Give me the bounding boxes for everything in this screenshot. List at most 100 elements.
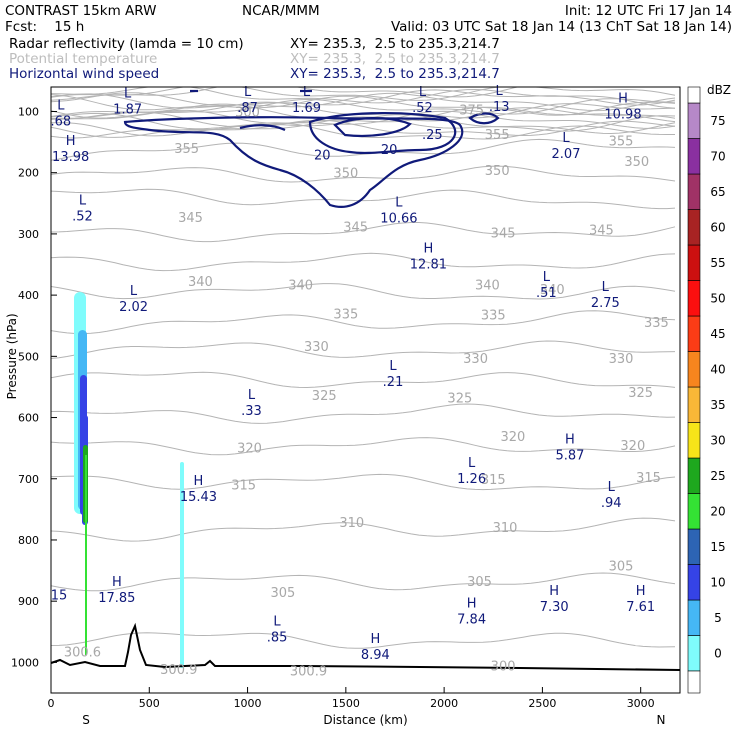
init-time: Init: 12 UTC Fri 17 Jan 14 (564, 3, 732, 19)
theta-label-18: 330 (304, 340, 329, 355)
theta-line-4 (51, 92, 676, 112)
wind-label-0: 20 (314, 148, 331, 163)
y-tick-label-1: 200 (18, 167, 39, 180)
extremum-value-4: .13 (489, 100, 510, 115)
colorbar-swatch-3 (687, 528, 701, 565)
extremum-value-26: 8.94 (361, 648, 390, 663)
extremum-value-7: 13.98 (52, 150, 89, 165)
theta-label-36: 300.9 (160, 663, 197, 678)
colorbar-level-9: 45 (710, 327, 725, 341)
x-tick-label-6: 3000 (627, 697, 655, 710)
colorbar-level-13: 65 (710, 185, 725, 199)
extremum-value-9: .52 (72, 210, 93, 225)
colorbar-swatch-2 (687, 564, 701, 601)
theta-line-26 (51, 473, 676, 491)
theta-label-23: 325 (628, 386, 653, 401)
theta-label-37: 300.9 (290, 664, 327, 679)
extremum-type-18: L (468, 456, 476, 471)
theta-label-9: 345 (491, 227, 516, 242)
extremum-value-23: 7.30 (540, 600, 569, 615)
extremum-value-15: .21 (383, 375, 404, 390)
theta-label-10: 345 (589, 224, 614, 239)
x-axis-label: Distance (km) (323, 713, 407, 727)
theta-line-16 (51, 165, 676, 183)
wind-contour-3 (239, 124, 286, 132)
y-tick-label-8: 900 (18, 595, 39, 608)
theta-label-24: 320 (237, 442, 262, 457)
theta-label-32: 305 (271, 586, 296, 601)
extremum-type-25: L (273, 615, 281, 630)
theta-line-23 (51, 371, 676, 389)
theta-label-13: 340 (475, 279, 500, 294)
colorbar-swatch-8 (687, 351, 701, 388)
colorbar-level-3: 15 (710, 540, 725, 554)
theta-label-35: 300.6 (64, 645, 101, 660)
title-center: NCAR/MMM (242, 3, 320, 19)
extremum-type-22: H (467, 596, 477, 611)
theta-label-16: 335 (481, 309, 506, 324)
theta-line-27 (51, 517, 676, 542)
colorbar-level-14: 70 (710, 149, 725, 163)
theta-label-25: 320 (501, 430, 526, 445)
colorbar-level-7: 35 (710, 398, 725, 412)
theta-line-13 (51, 119, 676, 138)
theta-label-2: 355 (485, 128, 510, 143)
theta-line-25 (51, 437, 676, 456)
theta-label-22: 325 (447, 391, 472, 406)
x-tick-label-1: 500 (139, 697, 160, 710)
extremum-value-17: 5.87 (555, 448, 584, 463)
colorbar-bottom-cap (687, 670, 701, 694)
theta-label-34: 305 (609, 560, 634, 575)
colorbar-swatch-7 (687, 386, 701, 423)
theta-line-20 (51, 283, 676, 300)
colorbar-level-10: 50 (710, 291, 725, 305)
extremum-value-6: .68 (50, 115, 71, 130)
axes: 100 200 300 400 500 600 700 800 900 1000 0 500 1000 1… (5, 105, 665, 727)
theta-label-19: 330 (463, 352, 488, 367)
extremum-type-3: L (419, 85, 427, 100)
wind-contours (123, 89, 500, 208)
colorbar-level-6: 30 (710, 433, 725, 447)
extremum-value-14: 2.02 (119, 300, 148, 315)
colorbar-swatch-1 (687, 599, 701, 636)
colorbar-level-2: 10 (710, 575, 725, 589)
colorbar-swatch-4 (687, 493, 701, 530)
north-label: N (657, 713, 666, 727)
field-xy-wind: XY= 235.3, 2.5 to 235.3,214.7 (290, 66, 500, 82)
extremum-type-7: H (66, 134, 76, 149)
theta-label-26: 320 (620, 439, 645, 454)
extremum-type-14: L (130, 284, 138, 299)
x-tick-label-5: 2500 (528, 697, 556, 710)
field-label-reflectivity: Radar reflectivity (lamda = 10 cm) (9, 36, 244, 52)
extremum-type-21: H (112, 575, 122, 590)
extremum-type-0: L (124, 86, 132, 101)
x-tick-label-2: 1000 (234, 697, 262, 710)
colorbar-unit: dBZ (707, 83, 731, 97)
theta-label-29: 315 (636, 471, 661, 486)
extremum-type-19: L (608, 480, 616, 495)
colorbar-swatch-5 (687, 457, 701, 494)
extremum-type-17: H (565, 432, 575, 447)
theta-line-18 (51, 222, 676, 243)
extremum-value-3: .52 (412, 101, 433, 116)
colorbar-level-4: 20 (710, 504, 725, 518)
edge-label-0: 15 (51, 588, 68, 603)
extremum-type-24: H (636, 584, 646, 599)
reflectivity-shading (74, 292, 184, 668)
theta-label-6: 350 (624, 155, 649, 170)
extremum-type-4: L (496, 84, 504, 99)
extremum-type-6: L (57, 99, 65, 114)
extremum-type-26: H (370, 632, 380, 647)
theta-line-15 (51, 138, 676, 161)
theta-line-21 (51, 310, 676, 335)
reflectivity-column-5 (180, 462, 184, 668)
south-label: S (82, 713, 90, 727)
theta-label-38: 300 (491, 659, 516, 674)
extremum-value-18: 1.26 (457, 472, 486, 487)
extremum-value-12: .51 (536, 286, 557, 301)
theta-line-10 (51, 110, 676, 129)
theta-label-30: 310 (339, 516, 364, 531)
y-tick-label-9: 1000 (11, 656, 39, 669)
extremum-type-13: L (602, 280, 610, 295)
theta-line-3 (51, 89, 676, 106)
